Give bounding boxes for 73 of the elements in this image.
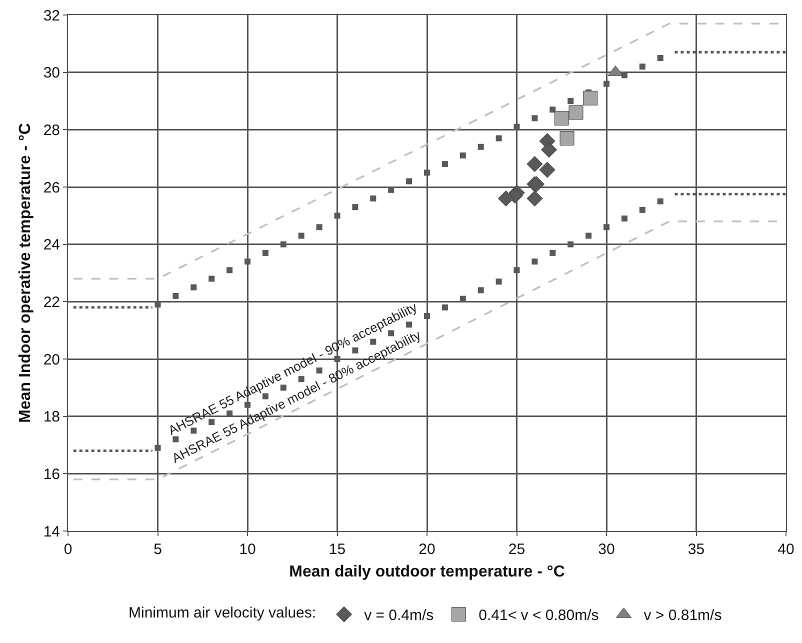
y-tick-label: 28	[43, 122, 60, 139]
y-tick-label: 32	[43, 7, 60, 24]
point	[244, 258, 250, 265]
point	[639, 206, 646, 213]
point	[478, 287, 484, 294]
point	[424, 170, 430, 176]
point	[370, 195, 376, 202]
point	[604, 80, 610, 87]
x-tick-label: 25	[508, 541, 526, 558]
point	[586, 232, 592, 239]
y-tick-label: 26	[43, 179, 60, 196]
point	[532, 258, 538, 265]
point	[568, 98, 574, 104]
y-tick-label: 24	[43, 236, 60, 254]
point	[226, 267, 233, 274]
point	[532, 115, 538, 122]
point	[190, 284, 197, 290]
point	[560, 131, 574, 146]
x-tick-label: 20	[418, 541, 436, 558]
point	[478, 144, 484, 150]
legend-label: v = 0.4m/s	[364, 607, 434, 624]
point	[639, 64, 646, 70]
point	[154, 444, 161, 451]
point	[334, 212, 340, 219]
x-tick-label: 15	[328, 541, 346, 558]
x-tick-label: 35	[688, 541, 705, 558]
legend-label: v > 0.81m/s	[644, 607, 722, 624]
x-tick-label: 0	[64, 541, 72, 558]
point	[424, 313, 430, 319]
y-tick-label: 16	[43, 466, 60, 483]
point	[460, 152, 466, 158]
point	[539, 162, 556, 178]
legend-title: Minimum air velocity values:	[128, 604, 316, 622]
point	[496, 135, 502, 142]
point	[208, 276, 215, 282]
point	[657, 198, 664, 204]
point	[406, 178, 412, 184]
point	[334, 356, 340, 362]
point	[514, 267, 520, 274]
point	[352, 204, 358, 210]
y-tick-label: 18	[43, 408, 60, 426]
point	[604, 224, 610, 230]
x-tick-label: 5	[154, 541, 162, 558]
point	[442, 304, 448, 310]
y-tick-label: 30	[43, 64, 60, 82]
point	[554, 110, 569, 126]
point	[316, 224, 322, 230]
point	[568, 105, 584, 120]
x-tick-label: 30	[598, 541, 615, 558]
y-tick-label: 20	[43, 351, 60, 368]
point	[621, 216, 628, 222]
legend-label: 0.41< v < 0.80m/s	[478, 607, 599, 624]
point	[280, 241, 286, 248]
point	[583, 90, 598, 106]
point	[550, 250, 556, 256]
point	[568, 241, 574, 248]
y-tick-label: 22	[43, 294, 60, 311]
point	[526, 190, 543, 207]
point	[496, 278, 502, 285]
y-axis-title: Mean Indoor operative temperature - °C	[17, 122, 34, 423]
x-axis-title: Mean daily outdoor temperature - °C	[289, 564, 566, 581]
x-tick-label: 10	[239, 541, 256, 558]
point	[262, 250, 268, 256]
point	[298, 232, 304, 239]
y-tick-label: 14	[43, 523, 60, 540]
point	[541, 142, 558, 158]
point	[526, 156, 543, 172]
point	[172, 292, 179, 299]
point	[442, 161, 448, 168]
point	[498, 190, 514, 207]
x-tick-label: 40	[778, 541, 794, 558]
point	[550, 106, 556, 113]
point	[657, 55, 664, 61]
